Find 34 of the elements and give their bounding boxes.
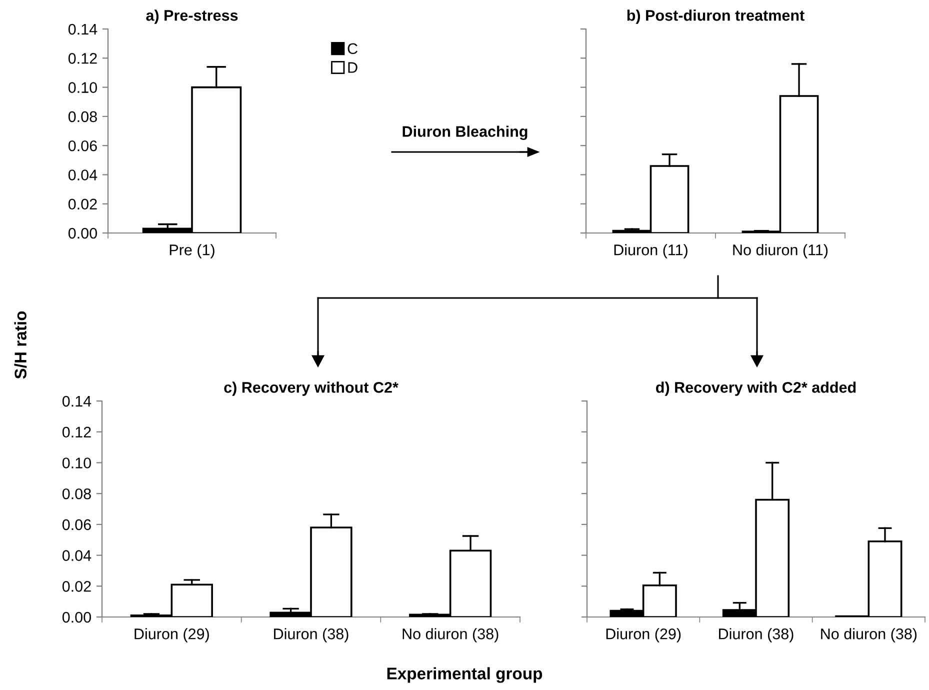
x-tick-label: Diuron (38) <box>274 628 348 642</box>
x-tick-label: No diuron (38) <box>821 628 917 642</box>
y-tick-label: 0.04 <box>68 170 98 180</box>
x-tick-label: Diuron (11) <box>614 244 688 258</box>
y-tick-label: 0.12 <box>68 53 97 64</box>
text: Diuron Bleaching <box>402 126 528 140</box>
x-tick-label: No diuron (11) <box>733 244 828 258</box>
y-tick-label: 0.10 <box>62 458 91 468</box>
x-tick-label: Diuron (29) <box>134 628 209 642</box>
chart-title: c) Recovery without C2* <box>224 382 398 396</box>
chart-title: a) Pre-stress <box>146 10 238 24</box>
x-tick-label: Diuron (38) <box>719 628 794 642</box>
x-tick-label: No diuron (38) <box>402 628 498 642</box>
y-tick-label: 0.10 <box>68 82 97 93</box>
legend-label: C <box>348 43 358 54</box>
x-tick-label: Pre (1) <box>170 244 214 258</box>
chart-title: d) Recovery with C2* added <box>656 382 856 396</box>
y-tick-label: 0.08 <box>68 111 97 122</box>
y-tick-label: 0.04 <box>62 550 92 561</box>
y-tick-label: 0.06 <box>62 519 91 530</box>
y-tick-label: 0.14 <box>62 396 92 407</box>
y-tick-label: 0.00 <box>68 228 97 239</box>
y-tick-label: 0.14 <box>68 24 98 35</box>
legend-label: D <box>348 62 358 73</box>
y-tick-label: 0.02 <box>62 581 91 592</box>
y-tick-label: 0.00 <box>62 612 91 623</box>
chart-title: b) Post-diuron treatment <box>627 10 804 24</box>
y-axis-title: S/H ratio <box>14 311 27 379</box>
y-tick-label: 0.08 <box>62 488 91 500</box>
x-tick-label: Diuron (29) <box>606 628 681 642</box>
y-tick-label: 0.02 <box>68 198 97 210</box>
y-tick-label: 0.06 <box>68 140 97 152</box>
y-tick-label: 0.12 <box>62 426 91 438</box>
x-axis-title: Experimental group <box>387 667 542 683</box>
